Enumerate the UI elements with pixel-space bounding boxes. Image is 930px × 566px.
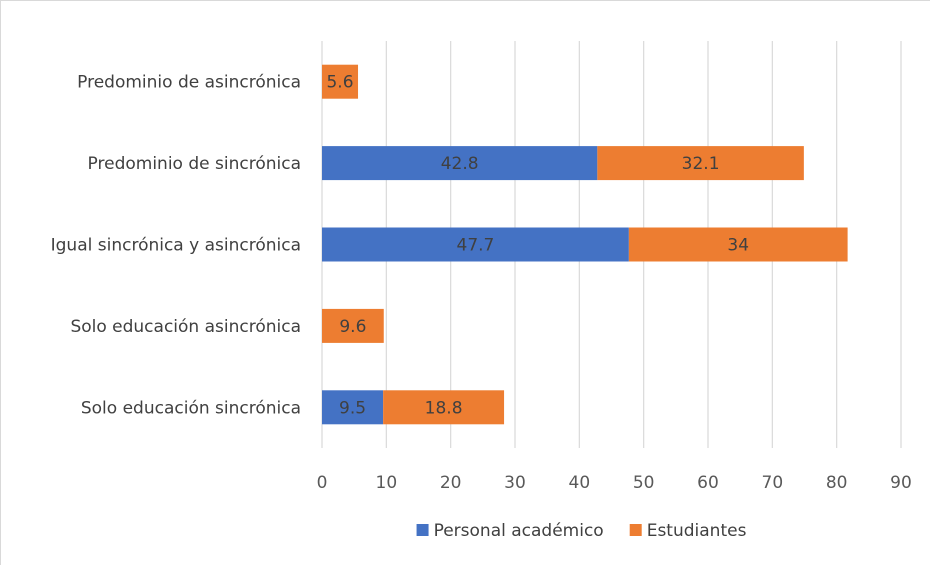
legend-swatch: [416, 524, 429, 536]
category-label-predominio-de-asincronica: Predominio de asincrónica: [77, 73, 301, 93]
legend-label: Personal académico: [434, 521, 604, 541]
category-axis-labels: Solo educación sincrónica Solo educación …: [51, 73, 301, 419]
x-tick-label: 50: [633, 473, 655, 493]
legend-item-estudiantes: Estudiantes: [629, 521, 747, 541]
data-label-estudiantes-predominio-de-sincronica: 32.1: [682, 154, 720, 174]
data-labels: 9.5 18.8 9.6 47.7 34 42.8 32.1 5.6: [326, 73, 749, 419]
category-label-solo-educacion-sincronica: Solo educación sincrónica: [81, 398, 301, 418]
x-tick-label: 80: [826, 473, 848, 493]
category-label-solo-educacion-asincronica: Solo educación asincrónica: [70, 317, 301, 337]
data-label-estudiantes-solo-educacion-asincronica: 9.6: [339, 317, 366, 337]
bar-personal-academico-igual-sincronica-y-asincronica: [322, 227, 629, 262]
bars: [322, 64, 848, 425]
legend-swatch: [629, 524, 642, 536]
bar-estudiantes-solo-educacion-asincronica: [322, 308, 384, 343]
data-label-personal-academico-predominio-de-sincronica: 42.8: [441, 154, 479, 174]
category-label-igual-sincronica-y-asincronica: Igual sincrónica y asincrónica: [51, 236, 301, 256]
x-tick-label: 0: [317, 473, 328, 493]
x-tick-label: 20: [440, 473, 462, 493]
x-tick-label: 30: [504, 473, 526, 493]
data-label-estudiantes-predominio-de-asincronica: 5.6: [326, 73, 353, 93]
bar-estudiantes-predominio-de-asincronica: [322, 64, 359, 99]
data-label-personal-academico-igual-sincronica-y-asincronica: 47.7: [457, 236, 495, 256]
legend: Personal académico Estudiantes: [416, 521, 747, 541]
x-tick-label: 60: [697, 473, 719, 493]
bar-personal-academico-predominio-de-sincronica: [322, 146, 598, 181]
category-label-predominio-de-sincronica: Predominio de sincrónica: [88, 154, 301, 174]
data-label-estudiantes-solo-educacion-sincronica: 18.8: [425, 398, 463, 418]
x-tick-label: 10: [376, 473, 398, 493]
x-tick-label: 40: [569, 473, 591, 493]
value-axis-tick-labels: 0 10 20 30 40 50 60 70 80 90: [317, 473, 912, 493]
x-tick-label: 90: [890, 473, 912, 493]
legend-item-personal-academico: Personal académico: [416, 521, 604, 541]
legend-label: Estudiantes: [647, 521, 747, 541]
bar-personal-academico-solo-educacion-sincronica: [322, 390, 384, 425]
data-label-estudiantes-igual-sincronica-y-asincronica: 34: [727, 236, 749, 256]
data-label-personal-academico-solo-educacion-sincronica: 9.5: [339, 398, 366, 418]
x-tick-label: 70: [762, 473, 784, 493]
bar-estudiantes-predominio-de-sincronica: [597, 146, 804, 181]
bar-estudiantes-igual-sincronica-y-asincronica: [628, 227, 848, 262]
bar-estudiantes-solo-educacion-sincronica: [383, 390, 505, 425]
